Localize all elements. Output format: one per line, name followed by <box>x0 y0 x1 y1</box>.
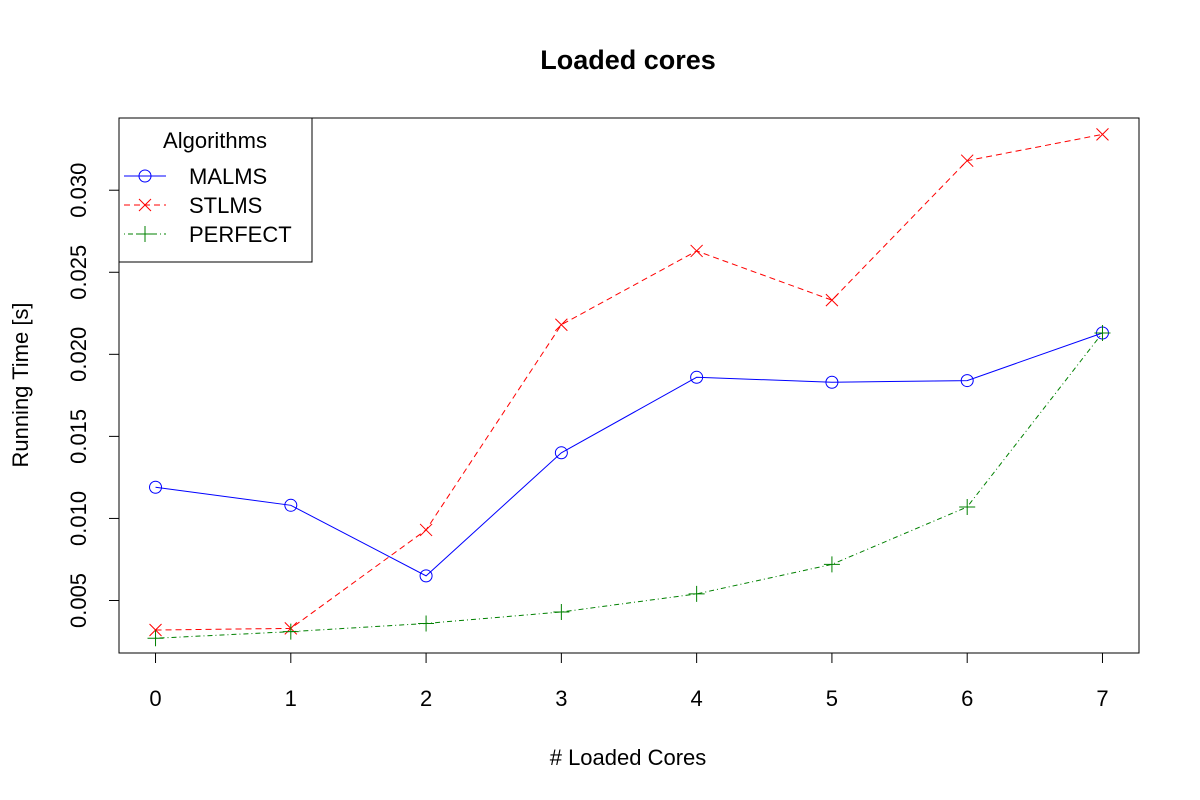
legend-label-malms: MALMS <box>189 164 267 189</box>
series-stlms <box>149 128 1109 637</box>
legend-marker-malms <box>138 169 152 183</box>
series-line-perfect <box>155 332 1103 639</box>
data-point-malms <box>149 480 163 494</box>
legend-item-stlms: STLMS <box>124 193 262 218</box>
y-tick-label: 0.020 <box>66 327 91 382</box>
data-point-malms <box>960 374 974 388</box>
data-point-malms <box>284 498 298 512</box>
y-tick-label: 0.015 <box>66 409 91 464</box>
legend-label-stlms: STLMS <box>189 193 262 218</box>
series-malms <box>149 326 1109 583</box>
data-point-malms <box>554 446 568 460</box>
series-line-malms <box>155 332 1103 577</box>
series-line-stlms <box>155 133 1103 631</box>
x-tick-label: 5 <box>826 686 838 711</box>
legend-item-malms: MALMS <box>124 164 267 189</box>
x-tick-label: 1 <box>285 686 297 711</box>
x-axis-label: # Loaded Cores <box>550 745 707 770</box>
legend-item-perfect: PERFECT <box>124 222 292 247</box>
data-point-stlms <box>149 623 162 637</box>
x-axis: 0 1 2 3 4 5 6 7 <box>149 652 1109 711</box>
chart-title: Loaded cores <box>540 45 716 75</box>
data-point-malms <box>419 569 433 583</box>
data-point-malms <box>690 370 704 384</box>
legend-label-perfect: PERFECT <box>189 222 292 247</box>
series-layer <box>147 128 1111 647</box>
legend: Algorithms MALMS STLMS PERFECT <box>118 117 313 263</box>
x-tick-label: 4 <box>691 686 703 711</box>
y-tick-label: 0.025 <box>66 245 91 300</box>
y-tick-label: 0.030 <box>66 163 91 218</box>
data-point-perfect <box>282 623 299 640</box>
x-tick-label: 7 <box>1096 686 1108 711</box>
legend-marker-perfect <box>137 226 153 242</box>
legend-box <box>118 117 313 263</box>
y-axis-label: Running Time [s] <box>8 302 33 467</box>
data-point-stlms <box>1096 128 1109 141</box>
x-tick-label: 2 <box>420 686 432 711</box>
y-axis: 0.005 0.010 0.015 0.020 0.025 0.030 <box>66 163 120 628</box>
data-point-perfect <box>823 556 840 573</box>
data-point-stlms <box>419 523 433 537</box>
data-point-perfect <box>418 615 435 632</box>
y-tick-label: 0.010 <box>66 491 91 546</box>
x-tick-label: 0 <box>149 686 161 711</box>
legend-marker-stlms <box>138 198 152 212</box>
data-point-perfect <box>959 498 976 515</box>
data-point-malms <box>825 375 839 389</box>
data-point-perfect <box>147 630 164 647</box>
data-point-perfect <box>553 603 570 620</box>
y-tick-label: 0.005 <box>66 573 91 628</box>
legend-items: MALMS STLMS PERFECT <box>124 164 292 247</box>
data-point-stlms <box>690 244 703 258</box>
legend-title: Algorithms <box>163 128 267 153</box>
data-point-stlms <box>555 318 568 332</box>
data-point-perfect <box>688 585 705 602</box>
data-point-stlms <box>825 293 839 307</box>
data-point-perfect <box>1094 324 1111 341</box>
data-point-stlms <box>960 154 974 168</box>
x-tick-label: 6 <box>961 686 973 711</box>
series-perfect <box>147 324 1111 647</box>
x-tick-label: 3 <box>555 686 567 711</box>
